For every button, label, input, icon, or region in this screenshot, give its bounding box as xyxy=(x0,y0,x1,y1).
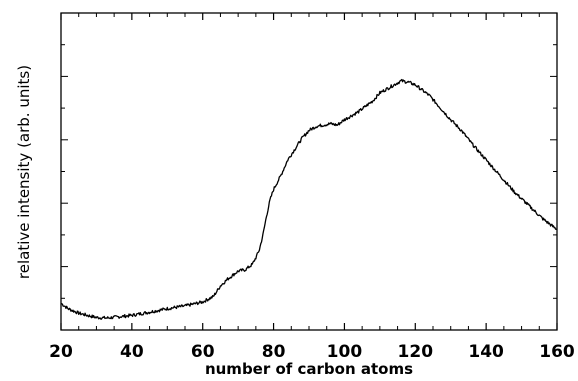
y-axis-label: relative intensity (arb. units) xyxy=(15,65,33,279)
x-tick-labels: 20 40 60 80 100 120 140 160 xyxy=(49,342,575,362)
tick-marks xyxy=(60,12,558,331)
x-tick-label: 100 xyxy=(327,342,363,362)
x-tick-label: 140 xyxy=(468,342,504,362)
x-tick-label: 60 xyxy=(191,342,215,362)
x-tick-label: 80 xyxy=(262,342,286,362)
x-tick-label: 120 xyxy=(398,342,434,362)
series-line xyxy=(60,78,558,320)
x-tick-label: 20 xyxy=(49,342,73,362)
x-tick-label: 40 xyxy=(120,342,144,362)
plot-frame xyxy=(60,12,558,331)
x-axis-label: number of carbon atoms xyxy=(205,360,413,378)
x-tick-label: 160 xyxy=(539,342,575,362)
